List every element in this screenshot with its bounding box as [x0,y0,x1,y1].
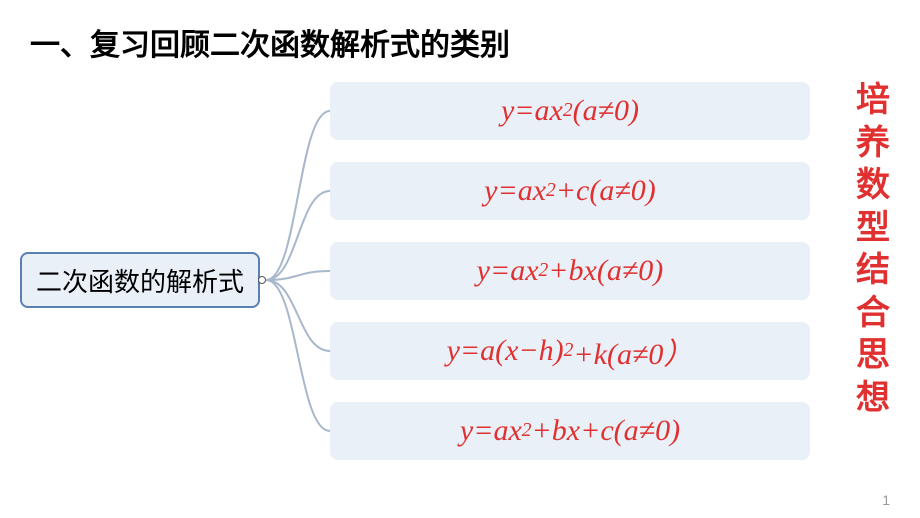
formula-node: y=a(x−h)2+k(a≠0） [330,322,810,380]
side-char: 思 [856,335,890,378]
side-char: 结 [856,250,890,293]
formula-node: y=ax2+bx+c(a≠0) [330,402,810,460]
side-char: 型 [856,208,890,251]
side-char: 想 [856,378,890,421]
root-label: 二次函数的解析式 [36,262,244,299]
side-char: 养 [856,123,890,166]
root-connector-dot [258,276,266,284]
formula-node: y=ax2(a≠0) [330,82,810,140]
side-char: 数 [856,165,890,208]
section-title: 一、复习回顾二次函数解析式的类别 [30,20,510,64]
formula-node: y=ax2+bx(a≠0) [330,242,810,300]
formula-node: y=ax2+c(a≠0) [330,162,810,220]
side-vertical-text: 培养数型结合思想 [856,80,890,420]
side-char: 培 [856,80,890,123]
root-node: 二次函数的解析式 [20,252,260,308]
page-number: 1 [882,492,890,508]
side-char: 合 [856,293,890,336]
